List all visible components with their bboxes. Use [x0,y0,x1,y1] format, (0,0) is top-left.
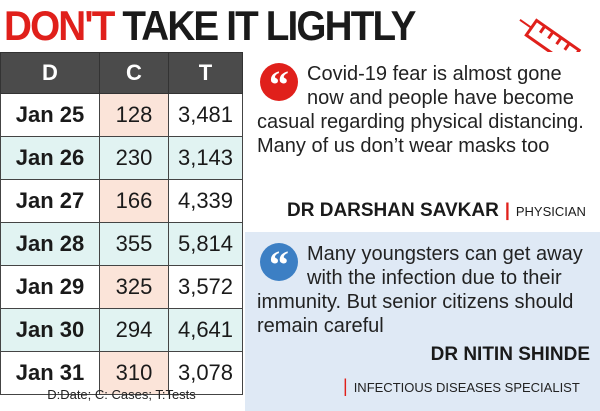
table-cell: 5,814 [168,222,243,266]
quote-text: Covid-19 fear is almost gone now and peo… [257,63,584,157]
author-role: INFECTIOUS DISEASES SPECIALIST [353,380,580,395]
table-cell: 4,641 [168,308,243,352]
quote-text-box: “ Many youngsters can get away with the … [257,242,594,338]
headline-black: TAKE IT LIGHTLY [122,2,416,49]
quote-text-box: “ Covid-19 fear is almost gone now and p… [257,62,594,158]
table-cell: 3,078 [168,351,243,395]
table-cell: 230 [99,136,169,180]
table-row: Jan 25 128 3,481 [0,93,243,137]
table-row: Jan 28 355 5,814 [0,222,243,266]
table-row: Jan 27 166 4,339 [0,179,243,223]
table-cell: Jan 28 [0,222,100,266]
headline-red: DON'T [4,2,115,49]
table-cell: 310 [99,351,169,395]
table-cell: 166 [99,179,169,223]
table-row: Jan 30 294 4,641 [0,308,243,352]
table-cell: 3,143 [168,136,243,180]
table-cell: Jan 29 [0,265,100,309]
quote-icon: “ [260,62,298,102]
author-role: PHYSICIAN [515,204,586,219]
table-cell: 4,339 [168,179,243,223]
table-row: Jan 31 310 3,078 [0,351,243,395]
quote-panel: “ Many youngsters can get away with the … [245,232,600,411]
table-cell: Jan 27 [0,179,100,223]
svg-text:“: “ [269,242,289,282]
table-key: D:Date; C: Cases; T:Tests [47,387,196,402]
author-name: DR NITIN SHINDE [430,344,590,365]
table-cell: 3,572 [168,265,243,309]
quote-panel: “ Covid-19 fear is almost gone now and p… [245,52,600,230]
quote-text: Many youngsters can get away with the in… [257,243,583,337]
svg-text:“: “ [269,62,289,102]
table-cell: Jan 31 [0,351,100,395]
table-cell: 294 [99,308,169,352]
table-cell: 355 [99,222,169,266]
table-cell: 128 [99,93,169,137]
column-header: C [99,52,169,94]
column-header: D [0,52,100,94]
table-cell: 3,481 [168,93,243,137]
author-name: DR DARSHAN SAVKAR [287,200,499,221]
table-cell: 325 [99,265,169,309]
author-role-line: | INFECTIOUS DISEASES SPECIALIST [343,376,580,396]
headline: DON'T TAKE IT LIGHTLY [4,2,416,50]
quote-author: DR DARSHAN SAVKAR | PHYSICIAN [287,200,586,221]
quote-icon: “ [260,242,298,282]
table-cell: Jan 30 [0,308,100,352]
column-header: T [168,52,243,94]
table-row: Jan 26 230 3,143 [0,136,243,180]
table-cell: Jan 26 [0,136,100,180]
table-row: Jan 29 325 3,572 [0,265,243,309]
table-cell: Jan 25 [0,93,100,137]
